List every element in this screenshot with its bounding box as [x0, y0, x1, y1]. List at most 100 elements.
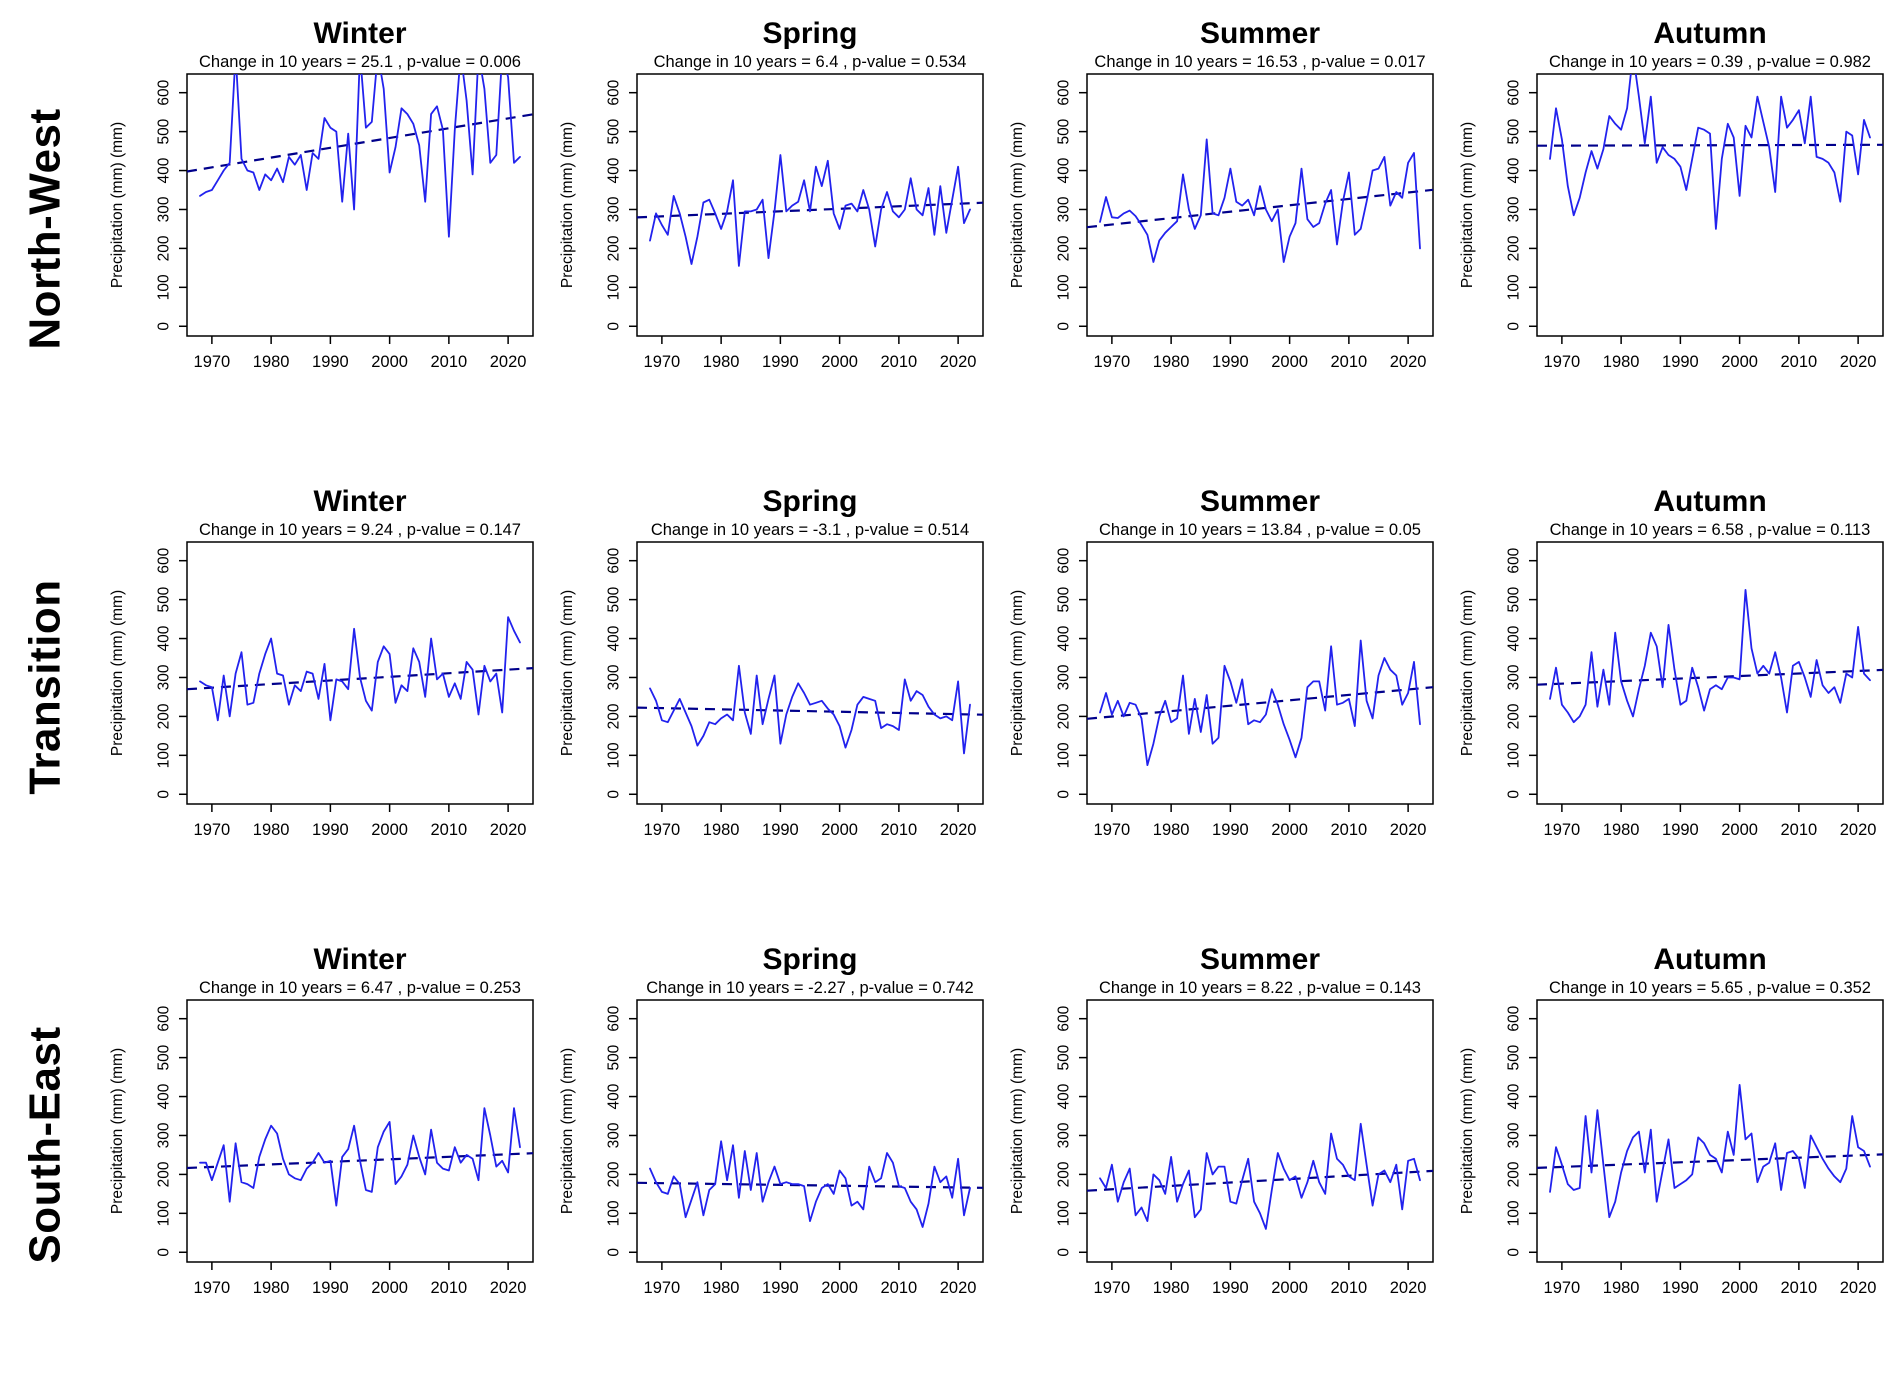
- y-tick-label: 200: [155, 1161, 172, 1187]
- plot-box: [1086, 999, 1434, 1263]
- x-tick-label: 1970: [644, 821, 681, 839]
- trend-line: [637, 706, 983, 716]
- y-tick-label: 300: [1505, 1122, 1522, 1148]
- chart-canvas: Winter Change in 10 years = 25.1 , p-val…: [109, 17, 534, 371]
- y-tick-label: 200: [1505, 235, 1522, 261]
- y-tick-label: 0: [1505, 790, 1522, 799]
- x-tick-label: 2010: [1331, 1279, 1368, 1297]
- x-tick-label: 1970: [1094, 353, 1131, 371]
- x-tick-label: 2020: [490, 821, 527, 839]
- chart-subtitle: Change in 10 years = 25.1 , p-value = 0.…: [199, 53, 521, 71]
- chart-subtitle: Change in 10 years = 5.65 , p-value = 0.…: [1549, 979, 1871, 997]
- row-label: North-West: [21, 108, 71, 350]
- x-tick-label: 2020: [940, 353, 977, 371]
- y-tick-label: 400: [605, 157, 622, 183]
- chart-title: Autumn: [1653, 485, 1766, 518]
- y-tick-label: 0: [605, 322, 622, 331]
- y-tick-label: 600: [605, 79, 622, 105]
- x-tick-label: 2010: [881, 353, 918, 371]
- region-row: South-East Winter Change in 10 years = 6…: [0, 916, 1892, 1374]
- chart-title: Summer: [1200, 17, 1320, 50]
- y-tick-label: 0: [1505, 1248, 1522, 1257]
- y-tick-label: 400: [1055, 625, 1072, 651]
- x-tick-label: 1970: [1094, 1279, 1131, 1297]
- x-tick-label: 2010: [431, 821, 468, 839]
- x-tick-label: 1980: [253, 353, 290, 371]
- plot-box: [1536, 999, 1884, 1263]
- plot-box: [1536, 73, 1884, 337]
- x-tick-label: 2020: [1390, 353, 1427, 371]
- y-axis-title: Precipitation (mm) (mm): [559, 590, 576, 756]
- chart-subtitle: Change in 10 years = 9.24 , p-value = 0.…: [199, 521, 521, 539]
- x-tick-label: 2020: [490, 1279, 527, 1297]
- chart-title: Summer: [1200, 943, 1320, 976]
- chart-title: Spring: [763, 485, 858, 518]
- x-tick-label: 2010: [1781, 1279, 1818, 1297]
- chart-canvas: Autumn Change in 10 years = 5.65 , p-val…: [1459, 943, 1884, 1297]
- series-line: [649, 1140, 971, 1228]
- y-tick-label: 400: [1055, 157, 1072, 183]
- x-tick-label: 1980: [703, 821, 740, 839]
- y-tick-label: 300: [155, 1122, 172, 1148]
- series-line: [649, 664, 971, 755]
- series-line: [1099, 138, 1421, 263]
- x-tick-label: 2010: [1331, 353, 1368, 371]
- x-tick-label: 1980: [1603, 821, 1640, 839]
- x-tick-label: 1980: [1153, 1279, 1190, 1297]
- y-tick-label: 300: [155, 664, 172, 690]
- y-tick-label: 500: [605, 118, 622, 144]
- row-label-wrap: Transition: [0, 458, 92, 916]
- x-tick-label: 1980: [1153, 821, 1190, 839]
- x-tick-label: 2000: [1721, 1279, 1758, 1297]
- x-tick-label: 1980: [253, 1279, 290, 1297]
- x-tick-label: 2020: [940, 1279, 977, 1297]
- y-tick-label: 600: [155, 79, 172, 105]
- y-tick-label: 500: [1505, 118, 1522, 144]
- x-tick-label: 1970: [1544, 1279, 1581, 1297]
- series-line: [1099, 1122, 1421, 1230]
- y-tick-label: 100: [1055, 274, 1072, 300]
- x-tick-label: 2010: [881, 821, 918, 839]
- y-tick-label: 400: [155, 157, 172, 183]
- y-tick-label: 0: [155, 790, 172, 799]
- y-tick-label: 300: [605, 196, 622, 222]
- chart-subtitle: Change in 10 years = -3.1 , p-value = 0.…: [651, 521, 969, 539]
- x-tick-label: 1990: [1212, 821, 1249, 839]
- x-tick-label: 2020: [1390, 821, 1427, 839]
- y-tick-label: 600: [605, 1005, 622, 1031]
- y-axis-title: Precipitation (mm) (mm): [1459, 1048, 1476, 1214]
- chart-title: Spring: [763, 17, 858, 50]
- plot-area: 0 100 200 300 400 500 600 1970 1980 1990 2000 2010 2…: [1505, 73, 1884, 371]
- y-tick-label: 200: [155, 235, 172, 261]
- x-tick-label: 1980: [1603, 353, 1640, 371]
- chart-canvas: Summer Change in 10 years = 16.53 , p-va…: [1009, 17, 1434, 371]
- y-tick-label: 600: [1505, 79, 1522, 105]
- y-tick-label: 600: [1055, 79, 1072, 105]
- x-tick-label: 1970: [194, 821, 231, 839]
- x-tick-label: 2000: [371, 1279, 408, 1297]
- y-axis-title: Precipitation (mm) (mm): [559, 122, 576, 288]
- series-line: [199, 616, 521, 722]
- trend-line: [637, 1181, 983, 1189]
- x-tick-label: 2000: [1721, 821, 1758, 839]
- y-tick-label: 100: [155, 742, 172, 768]
- y-tick-label: 100: [1055, 742, 1072, 768]
- x-tick-label: 1990: [312, 821, 349, 839]
- x-tick-label: 1990: [312, 353, 349, 371]
- y-tick-label: 500: [605, 1044, 622, 1070]
- chart-canvas: Winter Change in 10 years = 6.47 , p-val…: [109, 943, 534, 1297]
- region-row: Transition Winter Change in 10 years = 9…: [0, 458, 1892, 916]
- y-axis-title: Precipitation (mm) (mm): [1009, 590, 1026, 756]
- x-tick-label: 1990: [1212, 353, 1249, 371]
- y-tick-label: 200: [1055, 1161, 1072, 1187]
- chart-subtitle: Change in 10 years = 6.4 , p-value = 0.5…: [654, 53, 967, 71]
- y-tick-label: 400: [1505, 625, 1522, 651]
- plot-area: 0 100 200 300 400 500 600 1970 1980 1990 2000 2010 2…: [605, 541, 984, 839]
- y-tick-label: 100: [155, 1200, 172, 1226]
- y-tick-label: 0: [1055, 1248, 1072, 1257]
- y-axis-title: Precipitation (mm) (mm): [1459, 122, 1476, 288]
- plot-area: 0 100 200 300 400 500 600 1970 1980 1990 2000 2010 2…: [1055, 541, 1434, 839]
- y-tick-label: 500: [155, 118, 172, 144]
- x-tick-label: 1970: [1094, 821, 1131, 839]
- x-tick-label: 2000: [1721, 353, 1758, 371]
